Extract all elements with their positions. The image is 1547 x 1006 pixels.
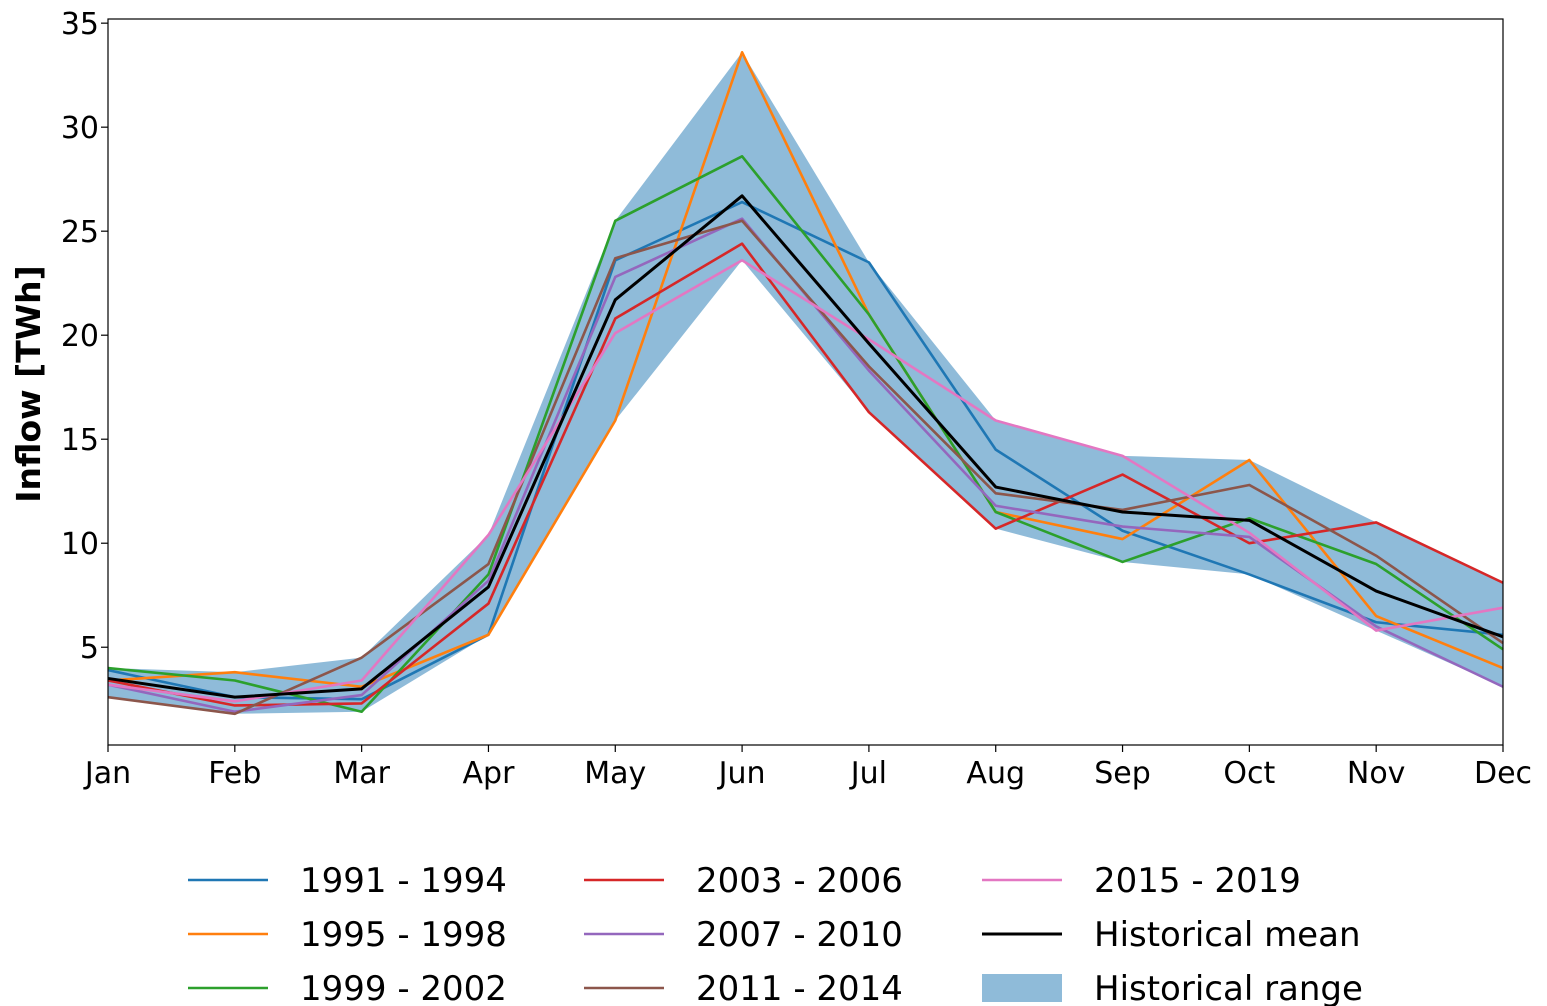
- series-lines-layer: [107, 50, 1504, 716]
- y-tick-label: 15: [61, 423, 99, 458]
- x-tick-label: Dec: [1474, 756, 1532, 791]
- legend-label-2015-2019: 2015 - 2019: [1094, 861, 1301, 901]
- series-line-2015-2019: [107, 259, 1504, 703]
- y-tick-label: 25: [61, 215, 99, 250]
- historical-range-band-layer: [108, 52, 1503, 714]
- y-axis-title: Inflow [TWh]: [9, 265, 48, 502]
- historical-range-band: [108, 52, 1503, 714]
- y-tick-label: 30: [61, 111, 99, 146]
- legend-label-1991-1994: 1991 - 1994: [300, 861, 507, 901]
- legend-label-2007-2010: 2007 - 2010: [696, 915, 903, 955]
- legend-label-2003-2006: 2003 - 2006: [696, 861, 903, 901]
- legend-swatch-historical-range: [982, 974, 1062, 1002]
- x-tick-label: Apr: [463, 756, 516, 791]
- x-tick-label: May: [584, 756, 646, 791]
- legend-label-historical-mean: Historical mean: [1094, 915, 1361, 955]
- legend-label-1995-1998: 1995 - 1998: [300, 915, 507, 955]
- plot-area-frame: [107, 18, 1504, 746]
- x-tick-label: Feb: [208, 756, 261, 791]
- series-line-historical-mean: [107, 194, 1504, 699]
- x-tick-label: Sep: [1094, 756, 1151, 791]
- series-line-2003-2006: [107, 242, 1504, 707]
- x-tick-label: Oct: [1223, 756, 1275, 791]
- x-tick-label: Jun: [717, 756, 766, 791]
- y-tick-label: 5: [80, 631, 99, 666]
- legend-label-1999-2002: 1999 - 2002: [300, 969, 507, 1006]
- x-tick-label: Jul: [849, 756, 887, 791]
- y-tick-label: 20: [61, 319, 99, 354]
- x-tick-label: Aug: [966, 756, 1025, 791]
- legend-label-historical-range: Historical range: [1094, 969, 1363, 1006]
- y-tick-label: 10: [61, 527, 99, 562]
- series-line-2011-2014: [107, 219, 1504, 716]
- x-tick-label: Nov: [1347, 756, 1406, 791]
- legend: 1991 - 1994 1995 - 1998 1999 - 2002 2003 - …: [188, 861, 1363, 1006]
- x-tick-label: Mar: [333, 756, 390, 791]
- y-tick-label: 35: [61, 7, 99, 42]
- series-line-1999-2002: [107, 154, 1504, 714]
- legend-label-2011-2014: 2011 - 2014: [696, 969, 903, 1006]
- x-axis-ticks: Jan Feb Mar Apr May Jun Jul Aug Sep Oct Nov Dec: [83, 745, 1532, 791]
- x-tick-label: Jan: [83, 756, 131, 791]
- y-axis-ticks: 5 10 15 20 25 30 35: [61, 7, 108, 666]
